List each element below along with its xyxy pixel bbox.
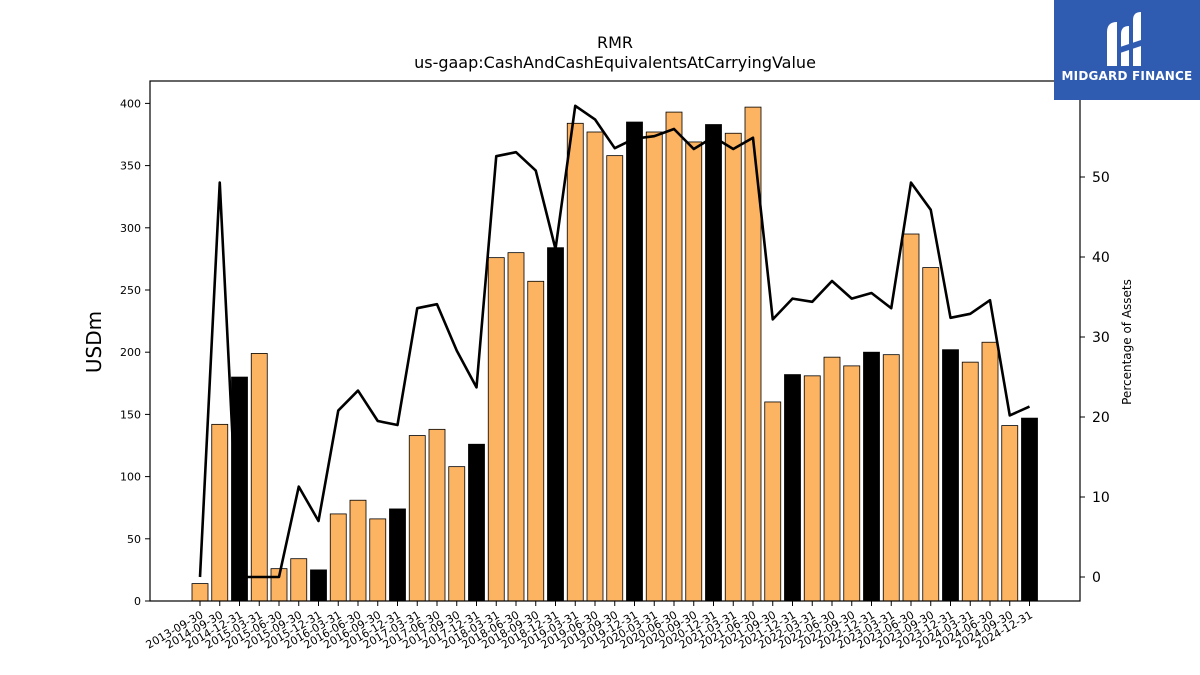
y2-axis-label: Percentage of Assets (1120, 279, 1134, 405)
y-tick-label: 300 (120, 222, 141, 235)
bar (665, 111, 683, 602)
bar (882, 354, 900, 602)
bar (290, 558, 308, 602)
bar (645, 131, 663, 602)
y-tick-label: 250 (120, 284, 141, 297)
bar (1021, 417, 1038, 602)
line-layer (198, 104, 1031, 579)
chart-subtitle: us-gaap:CashAndCashEquivalentsAtCarrying… (414, 53, 816, 72)
y2-tick-label: 20 (1092, 410, 1110, 426)
bar (527, 280, 545, 602)
percentage-line (198, 104, 1031, 579)
y2-tick-label: 50 (1092, 170, 1110, 186)
bar (803, 375, 821, 602)
bar (922, 267, 940, 602)
bar (369, 518, 387, 602)
bar (191, 583, 209, 602)
bar (942, 349, 959, 602)
y-tick-label: 50 (127, 533, 141, 546)
bar (863, 351, 880, 602)
chart-title: RMR (597, 33, 633, 52)
bar (961, 361, 979, 602)
bar (764, 401, 782, 602)
bar (685, 141, 703, 602)
bar (428, 428, 446, 602)
midgard-logo-icon (1107, 12, 1141, 66)
bar (448, 466, 466, 602)
bar (1001, 425, 1019, 602)
logo-text: MIDGARD FINANCE (1061, 69, 1193, 83)
bar (211, 423, 229, 602)
bar (250, 353, 268, 602)
bar (606, 155, 624, 602)
bar (784, 374, 801, 602)
y2-tick-label: 0 (1092, 570, 1101, 586)
bars-layer (191, 106, 1038, 602)
bar (408, 435, 426, 602)
bar (547, 247, 564, 602)
y-tick-label: 200 (120, 346, 141, 359)
y-tick-label: 350 (120, 160, 141, 173)
bar (823, 356, 841, 602)
y-tick-label: 150 (120, 408, 141, 421)
y-axis-label: USDm (82, 311, 106, 373)
bar (705, 124, 722, 602)
bar (507, 252, 525, 602)
y2-tick-label: 30 (1092, 330, 1110, 346)
y-tick-label: 0 (134, 595, 141, 608)
bar (724, 132, 742, 602)
bar (349, 499, 367, 602)
bar (487, 257, 505, 602)
midgard-logo: MIDGARD FINANCE (1054, 0, 1200, 100)
bar (468, 443, 485, 602)
y-tick-label: 400 (120, 97, 141, 110)
bar (902, 233, 920, 602)
y-tick-label: 100 (120, 471, 141, 484)
bar (310, 569, 327, 602)
bar (329, 513, 347, 602)
bar (586, 131, 604, 602)
bar (626, 121, 643, 602)
bar (566, 122, 584, 602)
bar (389, 508, 406, 602)
bar (843, 365, 861, 602)
bar (981, 341, 999, 602)
y2-tick-label: 40 (1092, 250, 1110, 266)
y2-tick-label: 10 (1092, 490, 1110, 506)
